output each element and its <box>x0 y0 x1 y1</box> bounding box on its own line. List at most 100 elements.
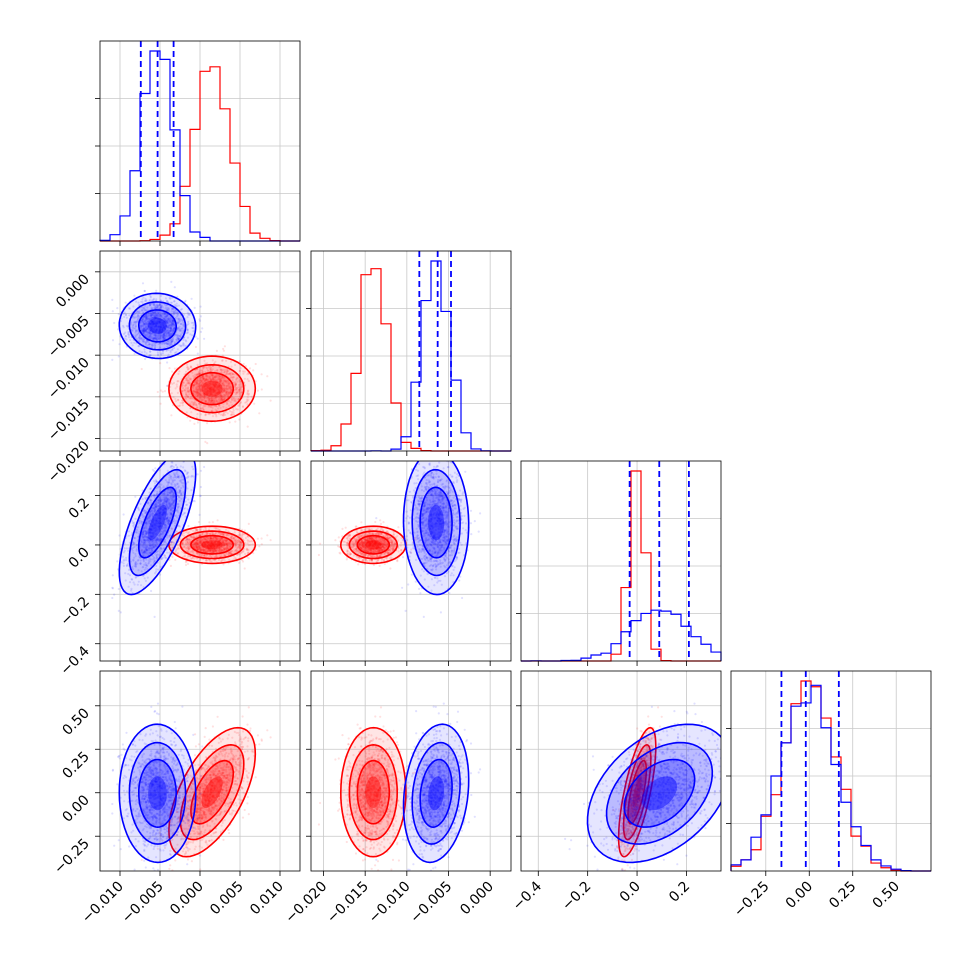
scatter-point <box>205 377 208 380</box>
scatter-point <box>210 396 213 399</box>
scatter-point <box>219 375 222 378</box>
scatter-point <box>206 383 209 386</box>
scatter-point <box>218 396 221 399</box>
scatter-point <box>135 300 138 303</box>
scatter-point <box>196 406 199 409</box>
scatter-point <box>213 380 216 383</box>
scatter-point <box>217 385 220 388</box>
scatter-point <box>219 393 222 396</box>
scatter-point <box>196 390 199 393</box>
scatter-point <box>136 319 139 322</box>
scatter-point <box>225 392 228 395</box>
scatter-point <box>210 395 213 398</box>
scatter-point <box>202 366 205 369</box>
scatter-point <box>157 311 160 314</box>
scatter-point <box>134 311 137 314</box>
scatter-point <box>155 325 158 328</box>
scatter-point <box>163 327 166 330</box>
scatter-point <box>235 377 238 380</box>
scatter-point <box>172 323 175 326</box>
scatter-point <box>159 332 162 335</box>
scatter-point <box>212 390 215 393</box>
scatter-point <box>209 386 212 389</box>
scatter-point <box>234 383 237 386</box>
scatter-point <box>211 397 214 400</box>
scatter-point <box>199 372 202 375</box>
scatter-point <box>180 333 183 336</box>
scatter-point <box>154 331 157 334</box>
scatter-point <box>144 319 147 322</box>
scatter-point <box>155 324 158 327</box>
scatter-point <box>225 402 228 405</box>
scatter-point <box>171 319 174 322</box>
scatter-point <box>203 396 206 399</box>
scatter-point <box>208 387 211 390</box>
scatter-point <box>146 324 149 328</box>
scatter-point <box>151 310 154 313</box>
scatter-point <box>189 419 192 422</box>
scatter-point <box>187 322 190 325</box>
scatter-point <box>175 338 178 341</box>
scatter-point <box>134 334 137 337</box>
scatter-point <box>146 326 149 329</box>
scatter-point <box>170 340 173 343</box>
scatter-point <box>149 312 153 315</box>
scatter-point <box>213 377 216 380</box>
scatter-point <box>226 394 229 397</box>
scatter-point <box>189 377 192 380</box>
scatter-point <box>187 386 190 389</box>
scatter-point <box>258 545 261 548</box>
scatter-point <box>213 396 216 399</box>
scatter-point <box>208 375 211 378</box>
scatter-point <box>214 360 217 363</box>
scatter-point <box>229 388 232 391</box>
scatter-point <box>253 402 256 405</box>
panels: −0.010−0.005 0.000 0.005 0.010−0.020−0.015−… <box>45 40 932 926</box>
scatter-point <box>150 327 153 331</box>
scatter-point <box>200 369 204 372</box>
scatter-point <box>197 370 201 373</box>
scatter-point <box>182 321 185 324</box>
scatter-point <box>150 322 153 325</box>
scatter-point <box>223 370 226 373</box>
scatter-point <box>199 319 202 322</box>
scatter-point <box>224 413 227 416</box>
scatter-point <box>205 387 208 390</box>
scatter-point <box>209 373 212 376</box>
scatter-point <box>203 394 206 397</box>
scatter-point <box>174 549 177 552</box>
scatter-point <box>221 382 224 385</box>
scatter-point <box>155 298 158 301</box>
scatter-point <box>173 286 176 289</box>
scatter-point <box>225 380 229 383</box>
scatter-point <box>198 384 202 387</box>
scatter-point <box>162 326 165 330</box>
scatter-point <box>166 332 169 335</box>
scatter-point <box>200 388 203 391</box>
scatter-point <box>188 391 191 394</box>
scatter-point <box>144 297 147 300</box>
scatter-point <box>141 330 144 333</box>
scatter-point <box>164 320 167 323</box>
scatter-point <box>182 329 185 332</box>
scatter-point <box>162 335 165 339</box>
scatter-point <box>150 306 153 309</box>
scatter-point <box>239 388 242 391</box>
scatter-point <box>147 330 150 333</box>
scatter-point <box>211 521 214 524</box>
scatter-point <box>148 354 151 357</box>
scatter-point <box>159 402 162 405</box>
scatter-point <box>225 371 229 374</box>
scatter-point <box>194 373 197 376</box>
scatter-point <box>207 397 211 400</box>
scatter-point <box>199 407 202 410</box>
scatter-point <box>238 369 241 373</box>
scatter-point <box>179 334 182 338</box>
scatter-point <box>209 401 213 404</box>
scatter-point <box>226 412 229 415</box>
scatter-point <box>163 331 166 334</box>
scatter-point <box>199 386 202 389</box>
scatter-point <box>176 295 179 298</box>
scatter-point <box>207 384 210 387</box>
scatter-point <box>205 375 208 378</box>
